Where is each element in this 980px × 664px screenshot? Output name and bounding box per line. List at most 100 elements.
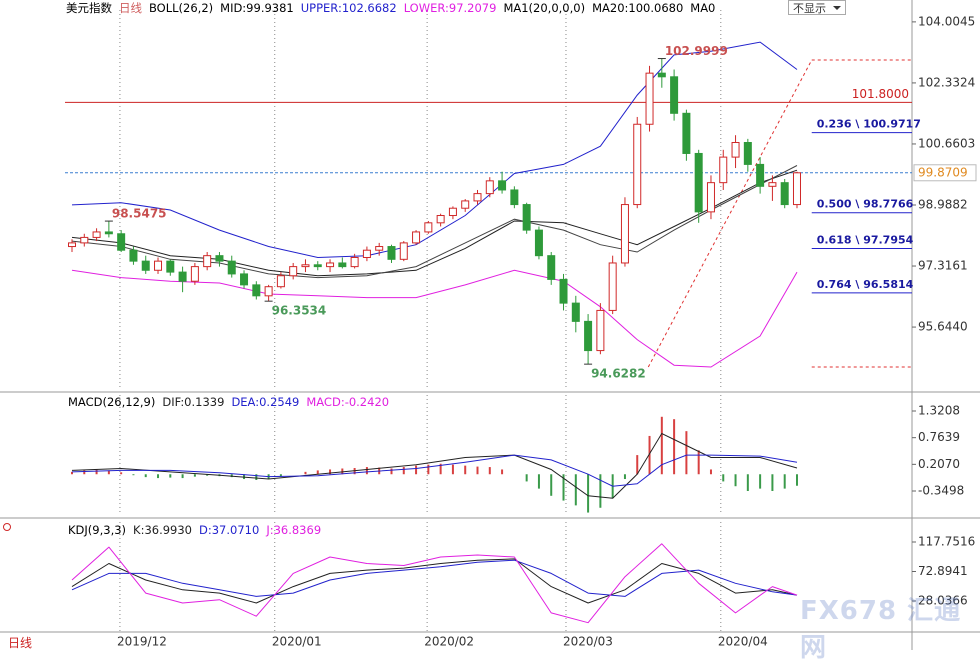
legend-entry: K:36.9930 — [133, 523, 193, 537]
candle-body — [104, 231, 113, 235]
indicator-line — [71, 165, 798, 279]
candle-body — [473, 193, 482, 202]
legend-entry: UPPER:102.6682 — [300, 1, 397, 15]
y-tick-label: -0.3498 — [918, 484, 964, 498]
legend-entry: DEA:0.2549 — [231, 395, 300, 409]
candle-body — [326, 262, 335, 268]
y-tick-label: 97.3161 — [918, 259, 968, 273]
period-tab[interactable]: 日线 — [8, 636, 33, 650]
candle-body — [620, 204, 629, 264]
candle-body — [240, 273, 249, 286]
indicator-header: KDJ(9,3,3) K:36.9930 D:37.0710 J:36.8369 — [68, 523, 321, 537]
legend-entry: MA20:100.0680 — [592, 1, 684, 15]
x-tick-label: 2019/12 — [117, 635, 167, 649]
extreme-label: 98.5475 — [112, 207, 167, 221]
symbol: 美元指数 — [66, 1, 112, 15]
indicator-header: 美元指数 日线 BOLL(26,2) MID:99.9381 UPPER:102.6… — [66, 1, 715, 15]
candle-body — [141, 260, 150, 271]
legend-entry: J:36.8369 — [266, 523, 322, 537]
legend-entry: BOLL(26,2) — [149, 1, 214, 15]
panel-icon — [3, 523, 11, 531]
candle-body — [485, 180, 494, 195]
legend-entry: MID:99.9381 — [220, 1, 294, 15]
y-tick-label: 102.3324 — [918, 75, 975, 89]
candle-body — [792, 172, 801, 206]
indicator-line — [71, 543, 798, 624]
indicator-line — [71, 169, 798, 277]
extreme-label: 96.3534 — [272, 304, 327, 318]
candle-body — [547, 255, 556, 280]
indicator-line — [71, 559, 798, 597]
candle-body — [756, 163, 765, 187]
candle-body — [448, 207, 457, 217]
x-tick-label: 2020/04 — [718, 635, 768, 649]
candle-body — [608, 262, 617, 311]
candle-body — [682, 112, 691, 154]
candle-body — [498, 180, 507, 191]
y-tick-label: 95.6440 — [918, 320, 968, 334]
candle-body — [510, 189, 519, 206]
legend-entry: MACD:-0.2420 — [306, 395, 390, 409]
candle-body — [731, 142, 740, 158]
candle-body — [424, 222, 433, 233]
candle-body — [584, 320, 593, 352]
candle-body — [522, 204, 531, 231]
candle-body — [289, 266, 298, 277]
legend-entry: LOWER:97.2079 — [403, 1, 497, 15]
candle-body — [215, 255, 224, 262]
period-switch[interactable]: 日线 — [119, 1, 142, 15]
indicator-line — [71, 41, 798, 259]
fib-trend — [647, 59, 813, 368]
candle-body — [399, 242, 408, 260]
candle-body — [178, 271, 187, 282]
candle-body — [780, 182, 789, 206]
candle-body — [80, 236, 89, 244]
candle-body — [338, 262, 347, 268]
legend-entry: DIF:0.1339 — [162, 395, 225, 409]
fib-label: 0.618 \ 97.7954 — [817, 234, 914, 247]
background — [0, 0, 980, 650]
indicator-line — [71, 454, 798, 487]
y-tick-label: 1.3208 — [918, 404, 960, 418]
candle-body — [252, 284, 261, 297]
display-dropdown[interactable]: 不显示 — [788, 0, 846, 15]
candle-body — [633, 123, 642, 206]
candle-body — [657, 72, 666, 78]
candle-body — [350, 256, 359, 268]
chart: 2019/12 2020/01 2020/02 2020/03 2020/04 104.0… — [0, 0, 980, 650]
candle-body — [670, 76, 679, 114]
candle-body — [264, 286, 273, 297]
extreme-label: 94.6282 — [591, 367, 646, 381]
candle-body — [276, 275, 285, 288]
candle-body — [571, 302, 580, 322]
candle-body — [461, 200, 470, 209]
candle-body — [534, 229, 543, 257]
candle-body — [166, 260, 175, 273]
extreme-label: 102.9999 — [665, 44, 728, 58]
y-tick-label: 98.9882 — [918, 197, 968, 211]
candle-body — [719, 156, 728, 184]
y-tick-label: 0.7639 — [918, 430, 960, 444]
candle-body — [436, 215, 445, 224]
candle-body — [117, 233, 126, 251]
x-tick-label: 2020/02 — [424, 635, 474, 649]
candle-body — [375, 246, 384, 251]
candle-body — [645, 72, 654, 125]
candle-body — [362, 249, 371, 258]
fib-label: 0.764 \ 96.5814 — [817, 278, 914, 291]
y-tick-label: 104.0045 — [918, 14, 975, 28]
fib-label: 0.236 \ 100.9717 — [817, 118, 921, 131]
indicator-header: MACD(26,12,9) DIF:0.1339 DEA:0.2549 MACD:-0… — [68, 395, 389, 409]
indicator-title: MACD(26,12,9) — [68, 395, 156, 409]
candle-body — [387, 246, 396, 260]
candle-body — [68, 242, 77, 248]
x-tick-label: 2020/03 — [563, 635, 613, 649]
candle-body — [190, 266, 199, 282]
y-tick-label: 0.2070 — [918, 457, 960, 471]
indicator-line — [71, 269, 798, 368]
candle-body — [706, 182, 715, 213]
candle-body — [203, 255, 212, 268]
legend-entry: MA1(20,0,0,0) — [503, 1, 586, 15]
candle-body — [743, 142, 752, 165]
